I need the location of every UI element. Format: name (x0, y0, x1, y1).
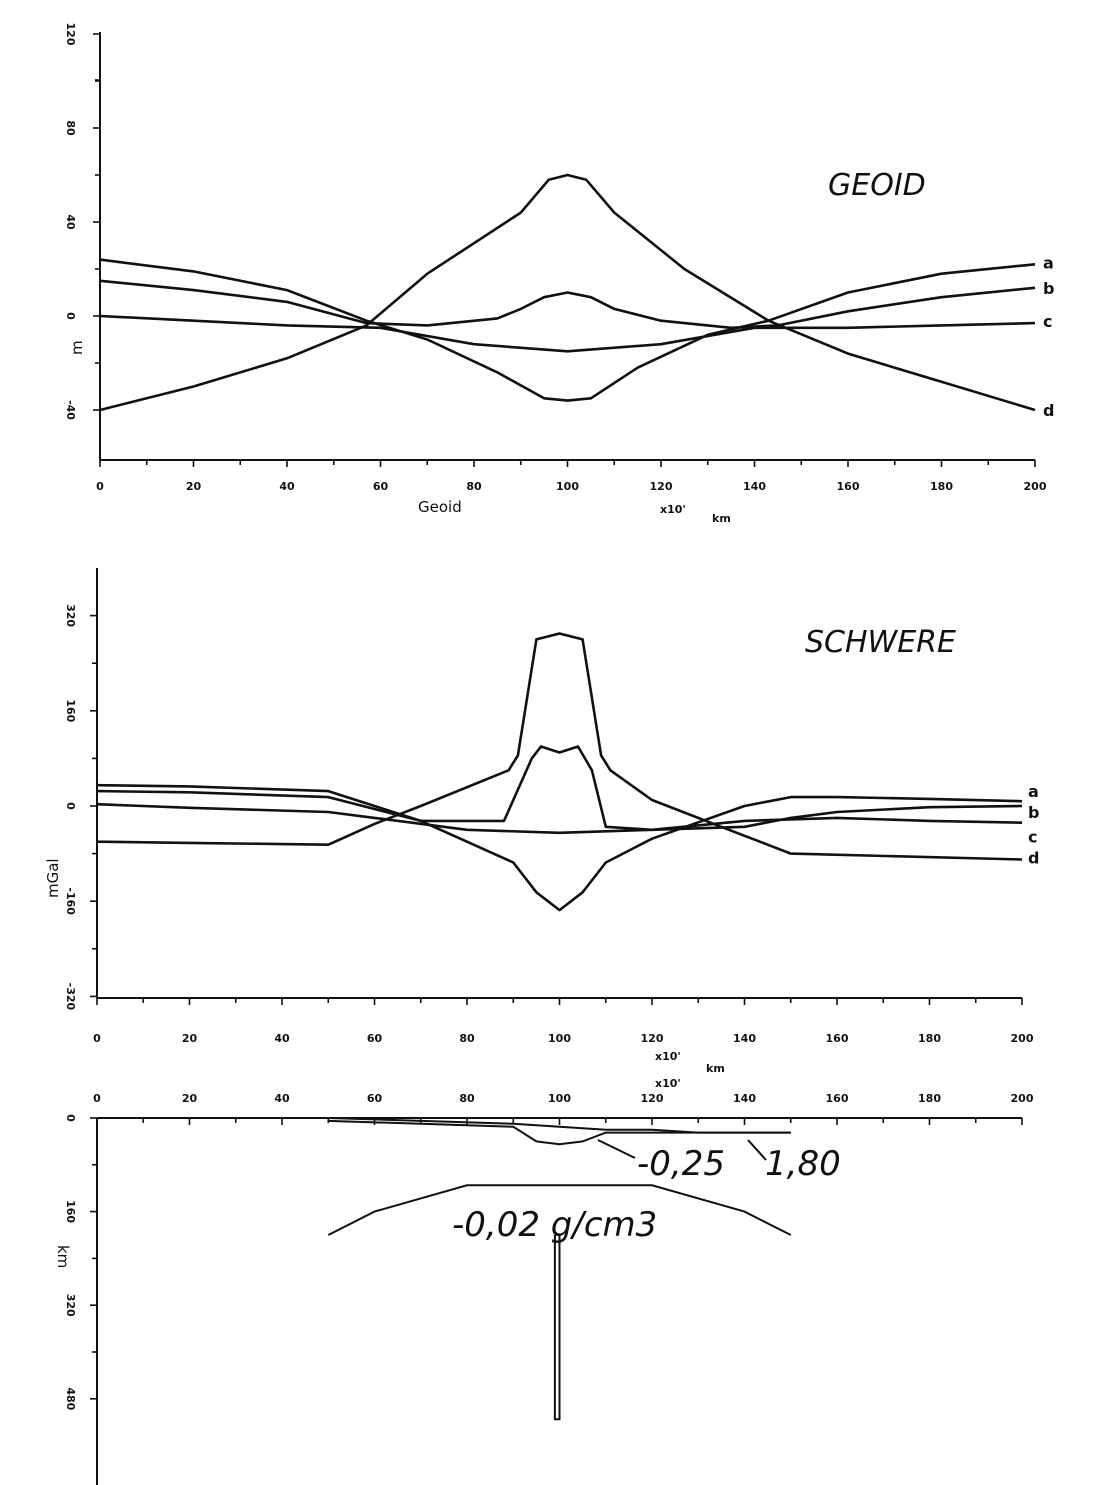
geoid-title: GEOID (828, 168, 926, 203)
y-tick-label: 320 (64, 1294, 77, 1317)
x-tick-label: 160 (837, 480, 860, 493)
x-tick-label: 20 (186, 480, 202, 493)
geoid-x-axis-label: Geoid (418, 498, 462, 516)
series-label-b: b (1028, 803, 1039, 822)
series-line-b (96, 745, 1023, 832)
model-body-crust-layer (97, 1117, 791, 1134)
schwere-y-axis-label: mGal (44, 858, 62, 898)
x-tick-label: 100 (548, 1092, 571, 1105)
x-tick-label: 180 (918, 1092, 941, 1105)
x-tick-label: 160 (826, 1092, 849, 1105)
crust-layer-leader-line (747, 1139, 767, 1161)
x-tick-label: 140 (733, 1032, 756, 1045)
x-tick-label: 40 (279, 480, 295, 493)
series-label-a: a (1043, 253, 1054, 272)
y-tick-label: 160 (64, 699, 77, 722)
x-tick-label: 40 (274, 1032, 290, 1045)
series-line-d (99, 173, 1036, 412)
model-body-stem (553, 1235, 561, 1421)
schwere-panel: SCHWERE mGal x10' km 0 20 40 60 80 100 120 140 1… (44, 568, 1039, 1075)
x-tick-label: 0 (93, 1032, 101, 1045)
x-tick-label: 200 (1011, 1032, 1034, 1045)
y-tick-label: 0 (64, 312, 77, 320)
schwere-title: SCHWERE (805, 625, 956, 660)
geoid-x-unit: km (712, 512, 731, 525)
series-label-c: c (1043, 312, 1052, 331)
series-line-d (96, 632, 1023, 861)
x-tick-label: 60 (367, 1032, 383, 1045)
x-tick-label: 80 (459, 1092, 475, 1105)
x-tick-label: 100 (556, 480, 579, 493)
series-label-c: c (1028, 828, 1037, 847)
x-tick-label: 180 (930, 480, 953, 493)
geoid-y-axis-label: m (68, 340, 86, 355)
y-tick-label: -320 (64, 983, 77, 1011)
x-tick-label: 20 (182, 1032, 198, 1045)
series-line-c (99, 314, 1036, 353)
series-label-b: b (1043, 279, 1054, 298)
schwere-x-unit: km (706, 1062, 725, 1075)
x-tick-label: 120 (650, 480, 673, 493)
model-panel: x10' km 0 20 40 60 80 100 120 140 160 180 200 0 160 3… (54, 1077, 1034, 1485)
schwere-x-unit-multiplier: x10' (655, 1050, 681, 1063)
y-tick-label: 480 (64, 1387, 77, 1410)
x-tick-label: 60 (367, 1092, 383, 1105)
mantle-body-density-label: -0,02 g/cm3 (452, 1205, 657, 1245)
upper-layer-leader-line (597, 1139, 636, 1159)
x-tick-label: 40 (274, 1092, 290, 1105)
x-tick-label: 120 (641, 1032, 664, 1045)
y-tick-label: -40 (64, 400, 77, 420)
model-y-axis-label: km (54, 1245, 72, 1268)
crust-layer-density-label: 1,80 (765, 1144, 841, 1184)
y-tick-label: 40 (64, 214, 77, 230)
y-tick-label: 120 (64, 23, 77, 46)
y-tick-label: 0 (64, 802, 77, 810)
series-label-a: a (1028, 782, 1039, 801)
x-tick-label: 0 (96, 480, 104, 493)
x-tick-label: 160 (826, 1032, 849, 1045)
series-label-d: d (1028, 849, 1039, 868)
x-tick-label: 140 (743, 480, 766, 493)
model-x-unit-multiplier: x10' (655, 1077, 681, 1090)
series-line-c (96, 802, 1023, 835)
geoid-x-unit-multiplier: x10' (660, 503, 686, 516)
x-tick-label: 200 (1024, 480, 1047, 493)
y-tick-label: 320 (64, 604, 77, 627)
x-tick-label: 60 (373, 480, 389, 493)
x-tick-label: 180 (918, 1032, 941, 1045)
y-tick-label: 160 (64, 1200, 77, 1223)
y-tick-label: -160 (64, 887, 77, 915)
series-label-d: d (1043, 401, 1054, 420)
x-tick-label: 140 (733, 1092, 756, 1105)
x-tick-label: 100 (548, 1032, 571, 1045)
x-tick-label: 200 (1011, 1092, 1034, 1105)
series-line-a (99, 258, 1036, 402)
x-tick-label: 0 (93, 1092, 101, 1105)
geoid-panel: GEOID m Geoid x10' km 0 20 40 60 80 100 120 140… (64, 23, 1054, 525)
model-body-mantle-body (327, 1184, 792, 1236)
x-tick-label: 120 (641, 1092, 664, 1105)
y-tick-label: 80 (64, 120, 77, 136)
x-tick-label: 80 (459, 1032, 475, 1045)
upper-layer-density-label: -0,25 (637, 1144, 725, 1184)
series-line-a (96, 783, 1023, 912)
x-tick-label: 80 (466, 480, 482, 493)
y-tick-label: 0 (64, 1114, 77, 1122)
x-tick-label: 20 (182, 1092, 198, 1105)
series-line-b (99, 279, 1036, 330)
